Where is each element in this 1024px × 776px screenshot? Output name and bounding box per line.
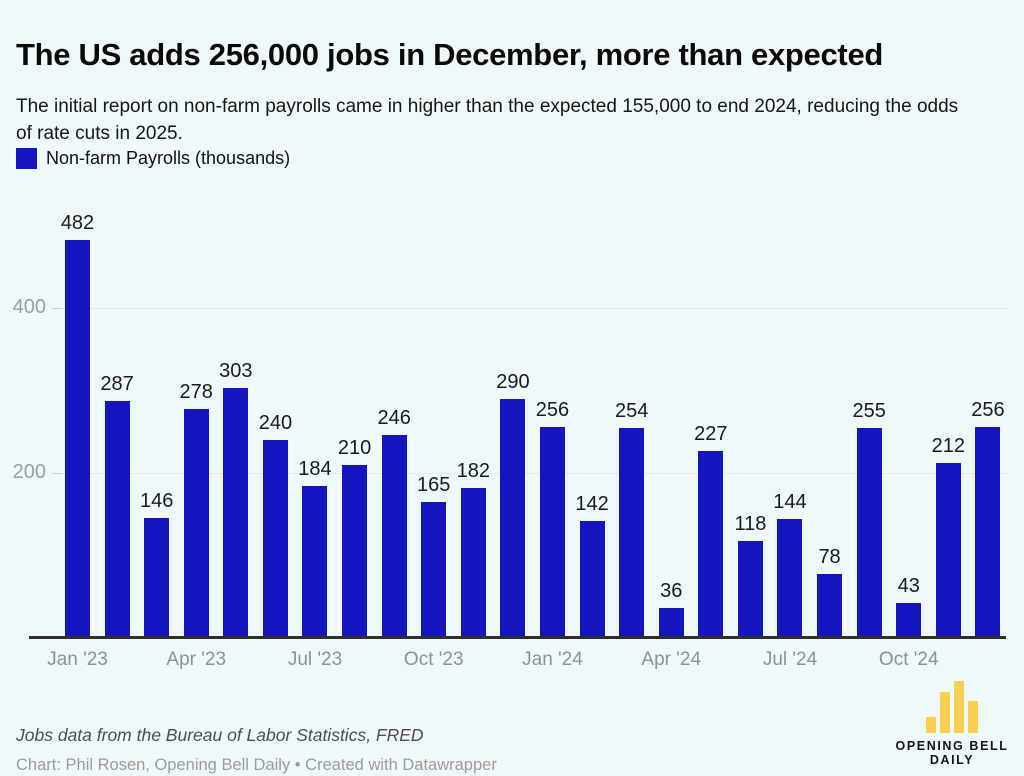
bar-value-label: 227 [694,422,728,445]
bar [144,517,170,638]
bar-value-label: 246 [377,407,411,430]
legend-color-swatch [16,148,37,169]
legend-label: Non-farm Payrolls (thousands) [46,148,291,168]
bar [500,398,526,638]
bar [817,573,843,638]
bar [579,520,605,638]
bar-value-label: 287 [100,373,134,396]
logo-bar [940,692,950,733]
bar [223,388,249,638]
bar-value-label: 184 [298,458,332,481]
bar-value-label: 210 [337,436,372,459]
bar-value-label: 482 [60,212,95,235]
logo-text-line1: OPENING BELL [895,739,1009,753]
bar-value-label: 165 [417,473,451,496]
bar-value-label: 36 [660,580,683,603]
page-subtitle: The initial report on non-farm payrolls … [16,96,959,145]
gridline [52,472,1008,474]
x-axis-tick-label: Jan '23 [47,649,108,670]
bar [777,519,803,638]
logo-bar [954,681,964,733]
page-title: The US adds 256,000 jobs in December, mo… [16,36,884,72]
x-axis-line [29,636,1006,639]
bar [460,487,486,638]
logo-bar [926,717,936,733]
bar [856,427,882,638]
bar-value-label: 142 [575,492,609,515]
bar [104,401,130,638]
source-note: Jobs data from the Bureau of Labor Stati… [16,724,424,745]
bar [262,440,288,638]
x-axis-tick-label: Jul '24 [762,649,818,670]
bar [65,240,90,638]
bar [539,426,565,638]
x-axis-tick-label: Jul '23 [287,649,343,670]
x-axis-tick-label: Apr '24 [641,649,702,670]
y-axis-tick [52,307,62,309]
bar-value-label: 43 [897,574,920,597]
opening-bell-daily-logo: OPENING BELL DAILY [896,678,1008,767]
bar-chart-icon [926,678,978,733]
bar [935,463,961,638]
logo-bar [968,701,978,733]
bar [975,426,1001,638]
bar-value-label: 240 [258,412,293,434]
bar-value-label: 146 [139,489,174,512]
bar [698,450,724,638]
bar-value-label: 144 [773,491,807,514]
bar [183,408,209,638]
bar-value-label: 256 [535,398,570,421]
bar-value-label: 118 [734,512,767,535]
legend: Non-farm Payrolls (thousands) [16,148,290,169]
bar [381,435,407,638]
bar-value-label: 303 [219,360,253,383]
x-axis-tick-label: Oct '24 [878,649,939,670]
bar-value-label: 212 [931,435,965,458]
bar [302,486,328,638]
bar-value-label: 290 [496,370,530,393]
gridline [52,307,1008,309]
y-axis-tick [52,472,62,474]
byline: Chart: Phil Rosen, Opening Bell Daily • … [16,755,497,774]
y-axis-tick-label: 200 [12,461,46,483]
x-axis-tick-label: Apr '23 [166,649,227,670]
bar-value-label: 254 [614,400,649,423]
bar [896,602,922,638]
logo-text-line2: DAILY [929,753,975,767]
bar [619,428,645,638]
bar-value-label: 182 [456,459,491,482]
bar [342,464,368,638]
bar-value-label: 256 [971,398,1005,421]
x-axis-tick-label: Jan '24 [522,649,583,670]
x-axis-tick-label: Oct '23 [403,649,464,670]
bar-value-label: 78 [818,545,841,568]
y-axis-tick-label: 400 [12,296,46,318]
bar [737,540,763,638]
bar-value-label: 278 [179,380,213,403]
bar-value-label: 255 [852,399,886,422]
bar [421,501,447,638]
bar [658,608,684,638]
